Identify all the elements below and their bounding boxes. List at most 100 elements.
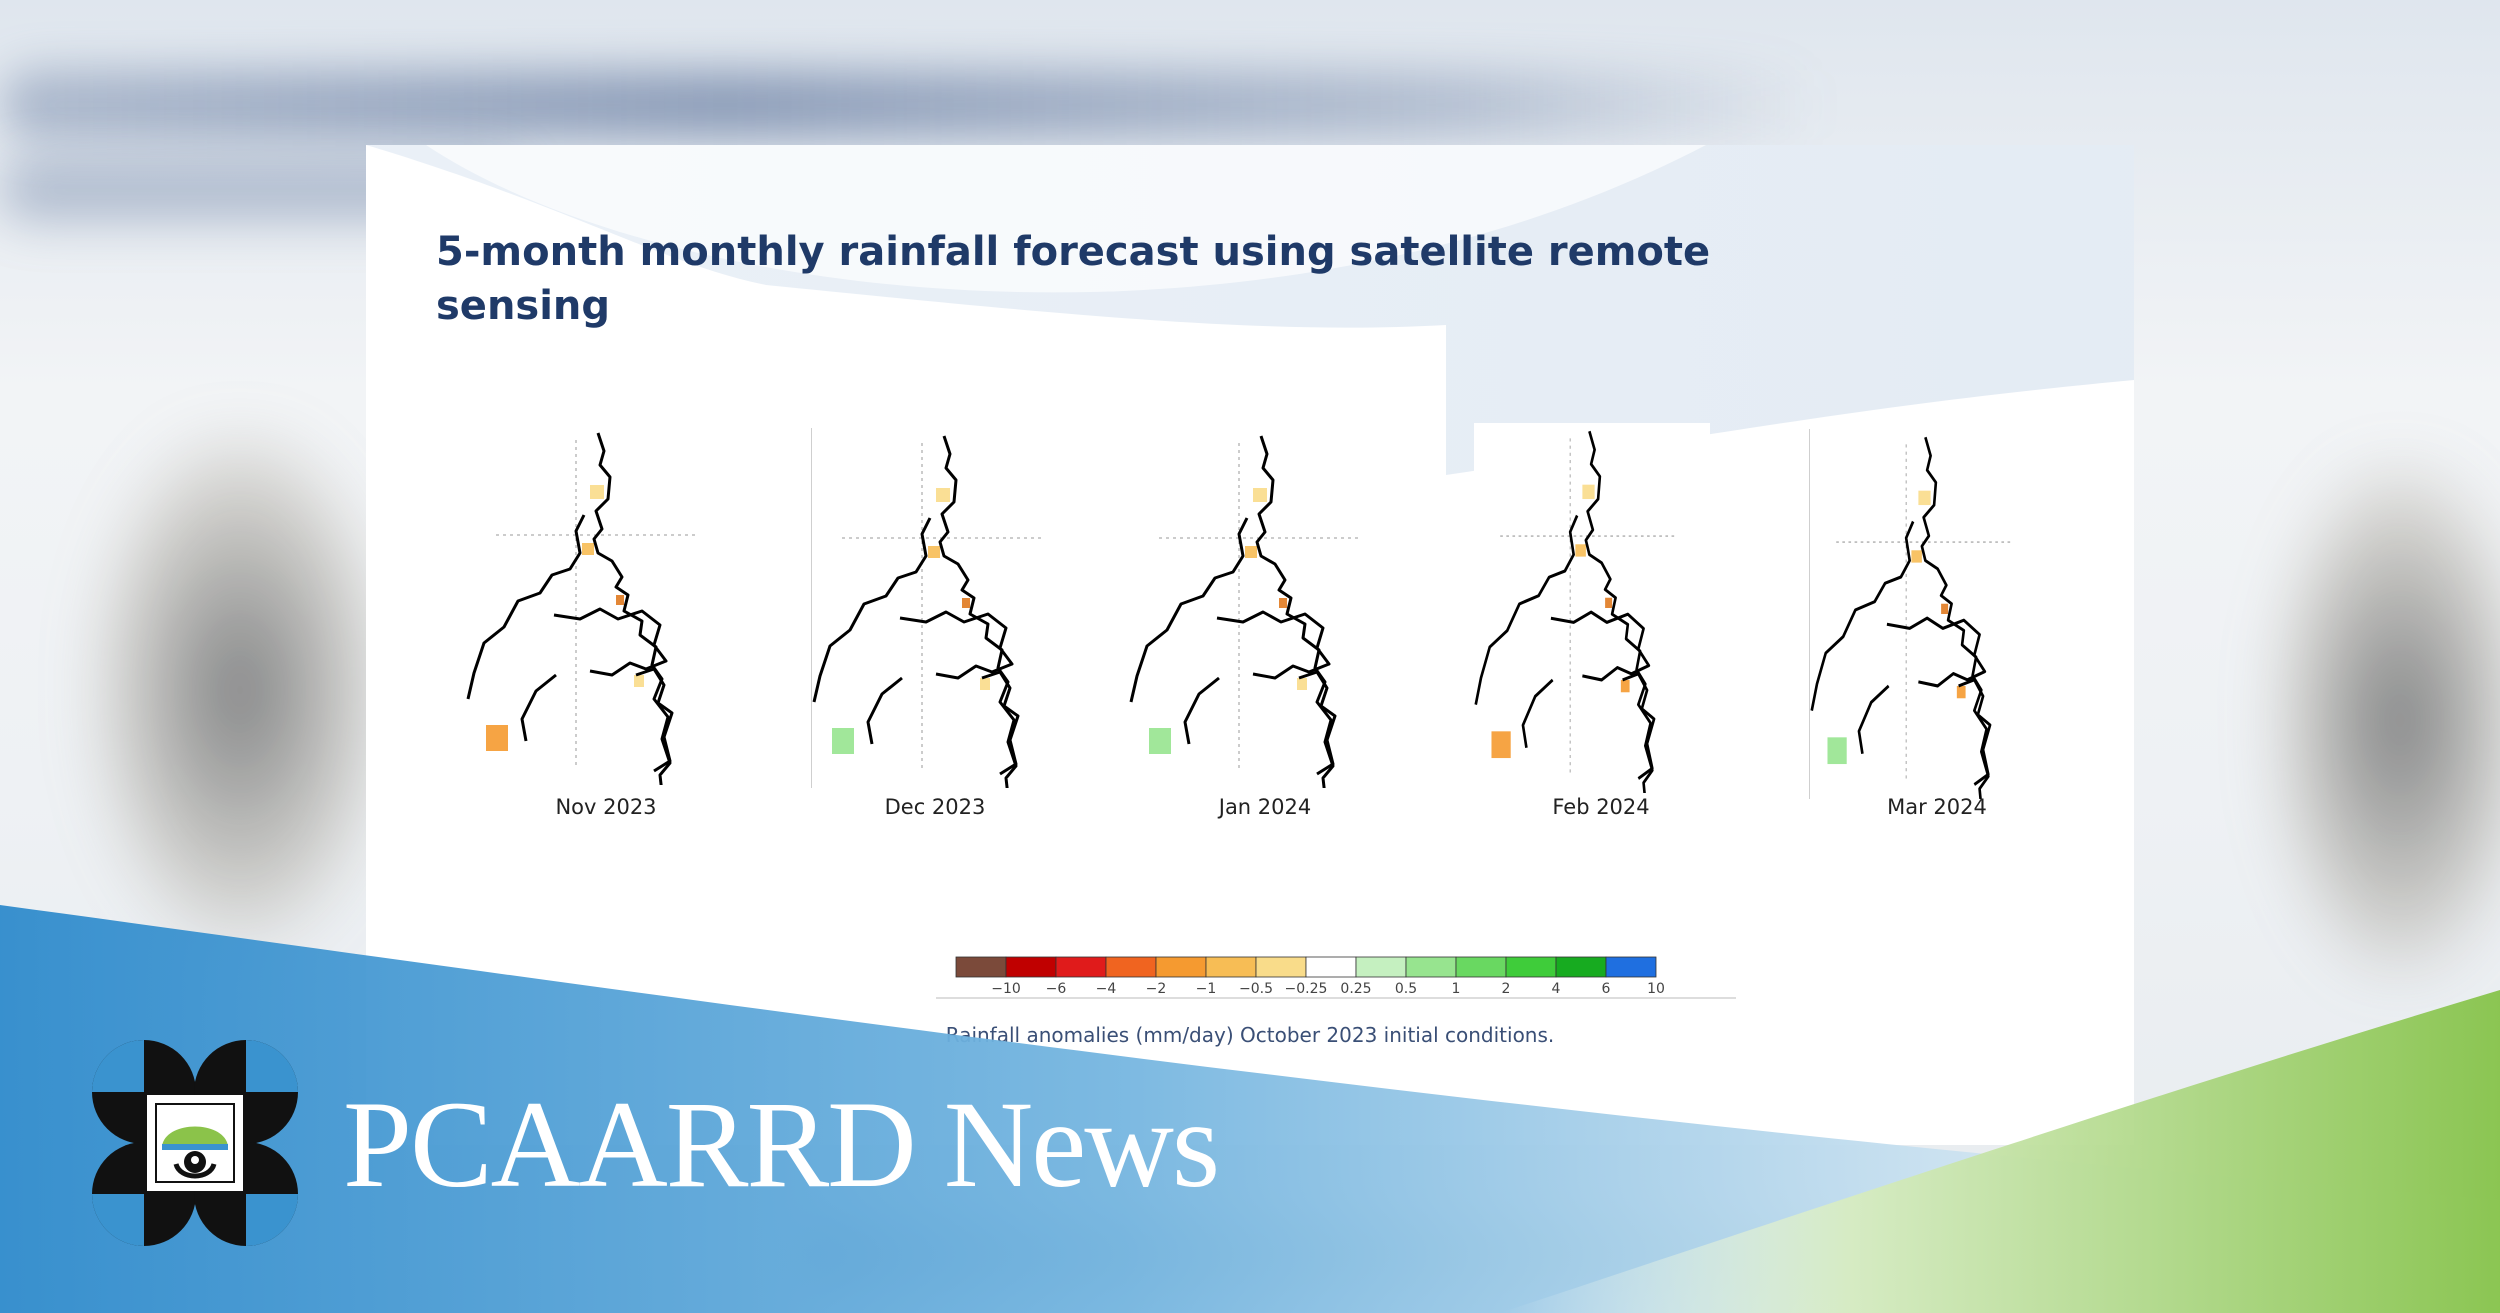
anomaly-patch: [1491, 731, 1511, 759]
colorbar-tick-label: −6: [1046, 981, 1067, 997]
map-coastline: [1584, 430, 1654, 793]
anomaly-patch: [1575, 544, 1586, 557]
map-panel-jan: [1129, 428, 1399, 788]
map-panel-dec: [811, 428, 1082, 788]
anomaly-patch: [1253, 488, 1267, 502]
slide-title: 5-month monthly rainfall forecast using …: [436, 229, 1711, 329]
map-coastline: [1810, 520, 1915, 711]
colorbar-swatch: [1455, 956, 1507, 978]
map-coastline: [1920, 436, 1990, 799]
colorbar-tick-label: −4: [1096, 981, 1117, 997]
colorbar-swatch: [1305, 956, 1357, 978]
panel-label-jan: Jan 2024: [1218, 795, 1312, 819]
colorbar-tick-label: 6: [1602, 981, 1611, 997]
anomaly-patch: [486, 725, 508, 751]
map-panel-feb: [1474, 423, 1710, 793]
anomaly-patch: [1582, 484, 1595, 500]
philippines-map: [466, 432, 696, 785]
philippines-map: [812, 435, 1042, 788]
map-coastline: [1622, 672, 1656, 780]
legend-caption-text: Rainfall anomalies (mm/day) October 2023…: [945, 1023, 1555, 1047]
panel-label-nov: Nov 2023: [555, 795, 657, 819]
panel-label-feb: Feb 2024: [1552, 795, 1650, 819]
colorbar-tick-label: −1: [1196, 981, 1217, 997]
map-coastline: [592, 432, 672, 785]
map-coastline: [1129, 517, 1249, 703]
colorbar-tick-label: −0.25: [1285, 981, 1328, 997]
map-coastline: [553, 607, 668, 677]
rainfall-anomaly-colorbar: −10 −6 −4 −2 −1 −0.5 −0.25 0.25 0.5 1 2 4 6 10: [936, 956, 1736, 999]
legend-caption: Rainfall anomalies (mm/day) October 2023…: [366, 1023, 2134, 1047]
anomaly-patch: [962, 598, 970, 608]
anomaly-patch: [980, 678, 990, 690]
anomaly-patch: [936, 488, 950, 502]
anomaly-patch: [590, 485, 604, 499]
colorbar-swatch: [1205, 956, 1257, 978]
colorbar-swatch: [1055, 956, 1107, 978]
anomaly-patch: [832, 728, 854, 754]
colorbar-swatch: [1505, 956, 1557, 978]
anomaly-patch: [1279, 598, 1287, 608]
colorbar-tick-label: 0.5: [1395, 981, 1417, 997]
anomaly-patch: [1911, 550, 1922, 563]
philippines-map: [1474, 430, 1676, 793]
anomaly-patch: [1827, 737, 1847, 765]
map-coastline: [899, 610, 1014, 680]
map-coastline: [1958, 678, 1992, 786]
anomaly-patch: [1918, 490, 1931, 506]
forecast-slide: 5-month monthly rainfall forecast using …: [366, 145, 2134, 1145]
panel-label-dec: Dec 2023: [884, 795, 986, 819]
colorbar-tick-label: 4: [1552, 981, 1561, 997]
map-coastline: [1183, 676, 1220, 745]
map-coastline: [635, 667, 674, 773]
philippines-map: [1810, 436, 2012, 799]
map-coastline: [1857, 684, 1890, 755]
anomaly-patch: [928, 546, 940, 558]
colorbar-swatch: [955, 956, 1007, 978]
colorbar-tick-label: 2: [1502, 981, 1511, 997]
anomaly-patch: [1620, 679, 1630, 693]
anomaly-patch: [634, 675, 644, 687]
colorbar-swatch: [1605, 956, 1657, 978]
map-coastline: [520, 673, 557, 742]
blurred-bar-bottom: [800, 1220, 2050, 1290]
map-coastline: [1886, 616, 1987, 688]
colorbar-swatch: [1405, 956, 1457, 978]
map-coastline: [1216, 610, 1331, 680]
blurred-map-left: [90, 430, 390, 950]
colorbar-swatch: [1355, 956, 1407, 978]
map-panel-nov: [466, 425, 736, 785]
map-coastline: [866, 676, 903, 745]
map-coastline: [938, 435, 1018, 788]
brand-name: PCAARRD News: [343, 1076, 1220, 1213]
map-coastline: [812, 517, 932, 703]
anomaly-patch: [1149, 728, 1171, 754]
map-coastline: [1474, 514, 1579, 705]
anomaly-patch: [1941, 603, 1949, 614]
pcaarrd-logo: [92, 1040, 298, 1246]
map-coastline: [1255, 435, 1335, 788]
anomaly-patch: [1605, 597, 1613, 608]
map-coastline: [466, 514, 586, 700]
philippines-map: [1129, 435, 1359, 788]
map-coastline: [1298, 670, 1337, 776]
anomaly-patch: [1245, 546, 1257, 558]
colorbar-tick-label: 0.25: [1340, 981, 1371, 997]
colorbar-tick-label: −0.5: [1239, 981, 1273, 997]
anomaly-patch: [1956, 685, 1966, 699]
colorbar-tick-label: 1: [1452, 981, 1461, 997]
colorbar-swatch: [1155, 956, 1207, 978]
map-coastline: [981, 670, 1020, 776]
blurred-map-right: [2270, 460, 2500, 980]
colorbar-tick-label: 10: [1647, 981, 1665, 997]
map-coastline: [1521, 678, 1554, 749]
colorbar-tick-label: −2: [1146, 981, 1167, 997]
colorbar-swatch: [1255, 956, 1307, 978]
brand-wordmark: PCAARRD News: [343, 1080, 1220, 1210]
anomaly-patch: [616, 595, 624, 605]
colorbar-swatch: [1005, 956, 1057, 978]
slide-header-swoosh: [366, 145, 2134, 475]
colorbar-swatch: [1105, 956, 1157, 978]
map-panel-mar: [1809, 429, 2046, 799]
colorbar-swatch: [1555, 956, 1607, 978]
